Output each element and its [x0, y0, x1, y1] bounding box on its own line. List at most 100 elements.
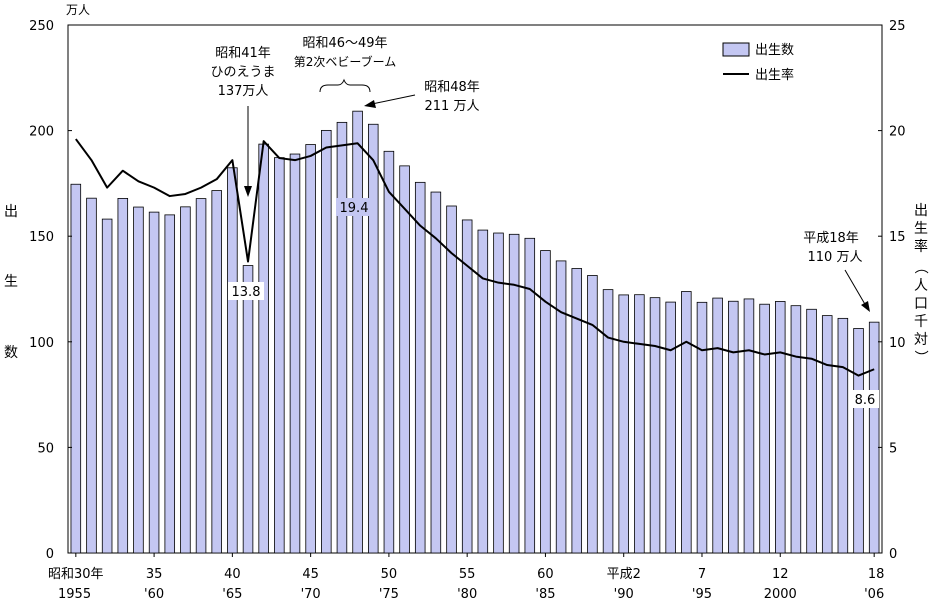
bar-1986 — [555, 260, 567, 554]
bar-1985 — [540, 250, 551, 554]
annotation-babyboom-brace — [319, 78, 371, 93]
left-axis-unit: 万人 — [66, 3, 90, 17]
bar-1980 — [461, 219, 473, 554]
bar-1969 — [289, 153, 301, 554]
bar-1964 — [211, 190, 222, 554]
x-tick-year-label: '95 — [692, 587, 712, 602]
right-tick-label: 10 — [889, 336, 906, 351]
x-tick-year-label: 1955 — [58, 587, 91, 602]
bar-1959 — [133, 206, 144, 554]
bar-1987 — [571, 268, 583, 554]
svg-text:ひのえうま: ひのえうま — [210, 65, 275, 80]
svg-text:110 万人: 110 万人 — [808, 250, 863, 265]
bar-2004 — [837, 317, 849, 554]
svg-text:生: 生 — [4, 274, 18, 290]
bar-1962 — [180, 206, 191, 554]
left-axis-label: 出 生 数 — [4, 204, 18, 361]
x-tick-label: 7 — [698, 567, 706, 582]
data-label-1966: 13.8 — [232, 285, 261, 300]
x-tick-year-label: '90 — [614, 587, 634, 602]
left-tick-label: 250 — [29, 19, 54, 34]
annotation-latest-arrow — [844, 269, 867, 307]
x-tick-label: 50 — [381, 567, 398, 582]
svg-text:137万人: 137万人 — [218, 84, 269, 99]
x-tick-label: 45 — [302, 567, 319, 582]
x-tick-year-label: '70 — [301, 587, 321, 602]
svg-text:率: 率 — [914, 238, 928, 255]
bar-1961 — [164, 214, 176, 554]
annotation-peak: 昭和48年 211 万人 — [364, 80, 480, 114]
svg-text:出: 出 — [914, 203, 928, 219]
legend-births-label: 出生数 — [755, 43, 794, 58]
right-tick-label: 15 — [889, 230, 906, 245]
svg-text:生: 生 — [914, 221, 928, 237]
x-tick-year-label: '06 — [864, 587, 884, 602]
svg-text:（: （ — [912, 260, 928, 274]
svg-text:211 万人: 211 万人 — [425, 99, 480, 114]
bar-2003 — [821, 315, 833, 554]
bar-1955 — [70, 183, 82, 554]
bar-1966 — [242, 265, 254, 554]
x-tick-year-label: '80 — [457, 587, 477, 602]
data-labels: 13.8 19.4 8.6 — [228, 198, 879, 408]
svg-text:昭和41年: 昭和41年 — [215, 46, 271, 61]
bar-1977 — [414, 181, 426, 554]
bar-1993 — [665, 301, 676, 554]
svg-text:数: 数 — [4, 345, 18, 361]
bar-1984 — [524, 237, 536, 554]
bar-1976 — [399, 165, 410, 554]
right-axis-ticks: 0 5 10 15 20 25 — [878, 19, 906, 562]
annotation-hinoeuma: 昭和41年 ひのえうま 137万人 — [210, 46, 276, 197]
x-tick-label: 60 — [537, 567, 554, 582]
bar-2001 — [790, 305, 802, 554]
left-tick-label: 150 — [29, 230, 54, 245]
legend: 出生数 出生率 — [722, 42, 794, 83]
x-tick-year-label: '65 — [222, 587, 242, 602]
bar-1968 — [274, 157, 285, 554]
svg-text:千: 千 — [914, 314, 928, 330]
bar-1995 — [696, 301, 708, 554]
svg-text:出: 出 — [4, 204, 18, 220]
x-tick-year-label: '85 — [535, 587, 555, 602]
bar-1992 — [649, 297, 661, 554]
bar-1991 — [634, 294, 645, 554]
bar-1979 — [446, 205, 457, 554]
bar-1975 — [383, 150, 395, 554]
bar-1972 — [336, 121, 348, 554]
bar-1981 — [477, 229, 489, 554]
svg-text:昭和48年: 昭和48年 — [424, 80, 480, 95]
annotation-babyboom: 昭和46～49年 第2次ベビーブーム — [294, 36, 397, 93]
left-tick-label: 50 — [37, 441, 54, 456]
bar-1989 — [602, 289, 614, 554]
bar-1974 — [367, 123, 379, 554]
bar-1978 — [430, 191, 442, 554]
legend-rate-label: 出生率 — [755, 67, 794, 83]
annotation-hinoeuma-arrowhead — [244, 186, 252, 197]
bar-1965 — [227, 167, 238, 554]
x-tick-year-label: 2000 — [764, 587, 797, 602]
left-tick-label: 200 — [29, 125, 54, 140]
svg-text:昭和46～49年: 昭和46～49年 — [302, 36, 387, 51]
bar-1996 — [712, 297, 723, 554]
bar-1957 — [101, 218, 113, 554]
bar-2005 — [853, 328, 864, 554]
bar-1983 — [508, 233, 520, 554]
legend-bar-swatch — [722, 42, 750, 57]
right-tick-label: 0 — [889, 547, 897, 562]
bar-1967 — [258, 143, 269, 554]
bar-1994 — [681, 291, 692, 554]
x-tick-year-label: '60 — [144, 587, 164, 602]
bar-1982 — [493, 232, 504, 554]
bar-2006 — [868, 321, 880, 554]
svg-text:第2次ベビーブーム: 第2次ベビーブーム — [294, 54, 397, 69]
bar-1997 — [728, 300, 739, 554]
x-tick-label: 昭和30年 — [48, 567, 104, 582]
birthrate-line — [75, 138, 875, 377]
bar-1956 — [86, 197, 97, 554]
right-axis-label: 出 生 率 （ 人 口 千 対 ） — [912, 203, 928, 364]
data-label-2005: 8.6 — [855, 393, 876, 408]
line-series-birthrate — [75, 138, 875, 377]
x-tick-label: 18 — [868, 567, 885, 582]
bar-1990 — [618, 294, 629, 554]
